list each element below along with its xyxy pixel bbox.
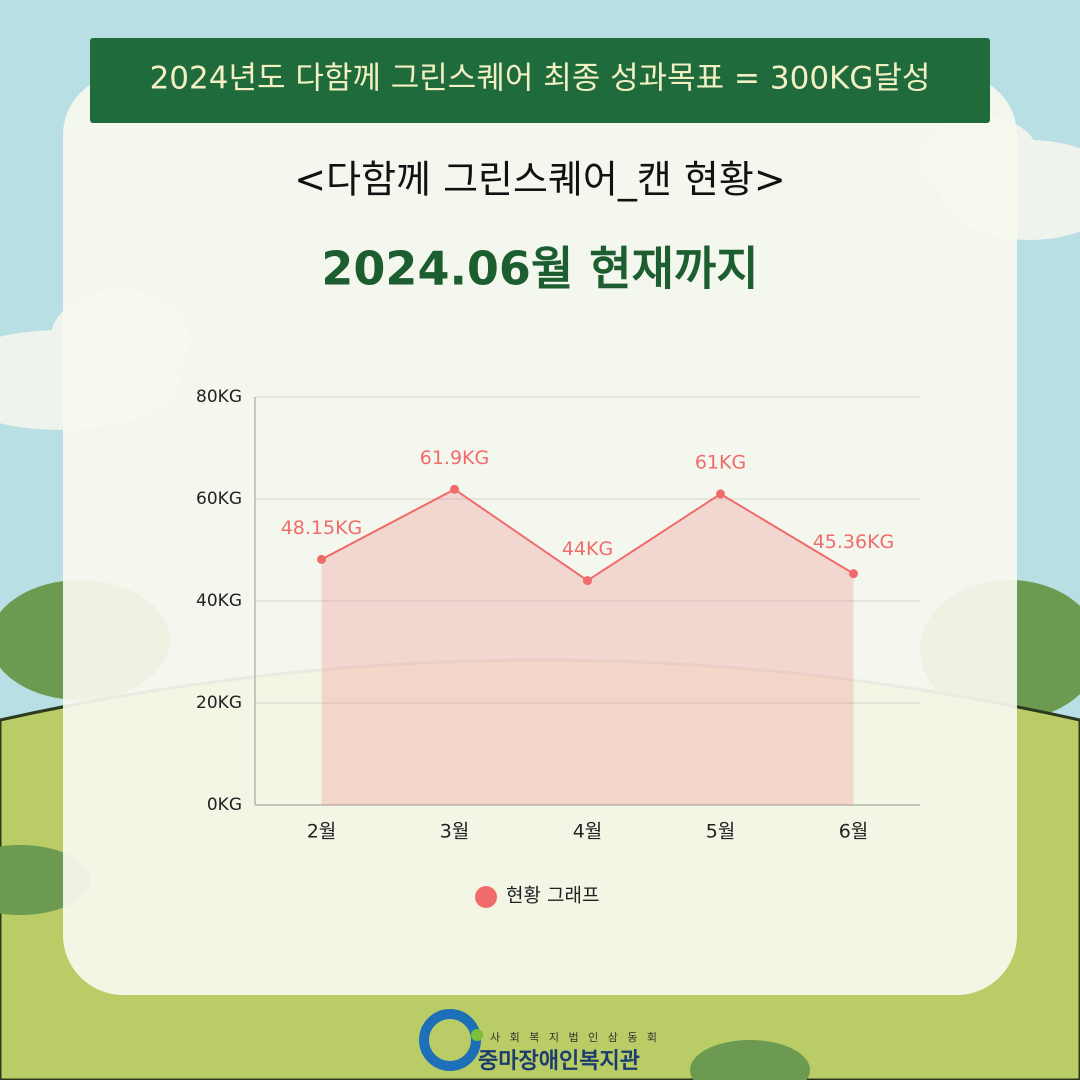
banner <box>90 38 990 123</box>
logo: 사 회 복 지 법 인 삼 동 회 중마장애인복지관 <box>419 1009 660 1074</box>
legend-label: 현황 그래프 <box>506 885 599 907</box>
value-label: 45.36KG <box>813 531 895 553</box>
legend-swatch <box>475 886 497 908</box>
logo-org: 사 회 복 지 법 인 삼 동 회 <box>490 1031 660 1044</box>
y-tick-label: 60KG <box>196 489 242 509</box>
point <box>583 576 592 586</box>
value-label: 61.9KG <box>420 447 490 469</box>
y-tick-label: 80KG <box>196 387 242 407</box>
chart: 0KG 20KG 40KG 60KG 80KG 2월 3월 4월 5월 6월 48.15KG 61.9… <box>196 387 920 908</box>
y-tick-label: 20KG <box>196 693 242 713</box>
x-tick-label: 5월 <box>706 821 736 843</box>
point <box>849 569 858 579</box>
value-label: 44KG <box>562 538 613 560</box>
point <box>450 484 459 494</box>
logo-dot <box>471 1029 483 1041</box>
heading: <다함께 그린스퀘어_캔 현황> <box>294 158 785 202</box>
banner-text: 2024년도 다함께 그린스퀘어 최종 성과목표 = 300KG달성 <box>150 61 931 97</box>
y-tick-label: 40KG <box>196 591 242 611</box>
area <box>321 489 854 805</box>
x-tick-label: 2월 <box>307 821 337 843</box>
x-tick-label: 3월 <box>440 821 470 843</box>
point <box>716 489 725 499</box>
value-label: 48.15KG <box>281 517 363 539</box>
logo-name: 중마장애인복지관 <box>478 1049 640 1074</box>
value-label: 61KG <box>695 451 746 473</box>
point <box>317 554 326 564</box>
x-tick-label: 6월 <box>839 821 869 843</box>
x-tick-label: 4월 <box>573 821 603 843</box>
y-tick-label: 0KG <box>207 795 242 815</box>
panel <box>63 75 1017 995</box>
subheading: 2024.06월 현재까지 <box>321 242 758 296</box>
